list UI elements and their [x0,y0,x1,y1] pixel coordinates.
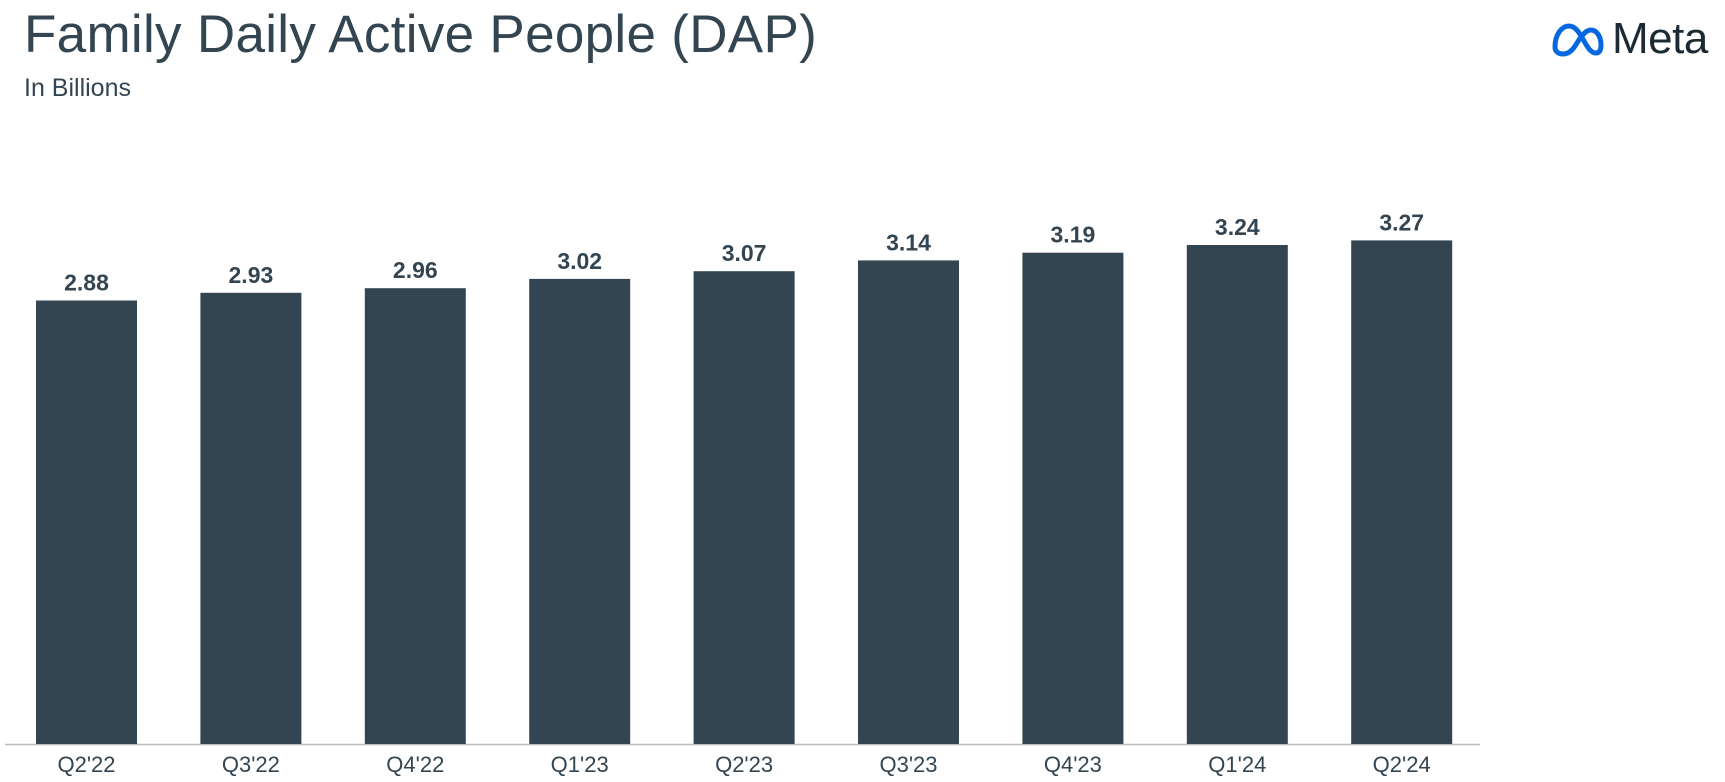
x-tick-label-7: Q1'24 [1208,752,1266,777]
x-tick-label-4: Q2'23 [715,752,773,777]
bar-7 [1186,245,1288,744]
bar-0 [36,300,137,744]
x-tick-label-5: Q3'23 [879,752,937,777]
meta-wordmark: Meta [1612,14,1708,63]
bar-4 [693,271,795,744]
x-tick-label-0: Q2'22 [57,752,115,777]
x-tick-label-1: Q3'22 [222,752,280,777]
x-tick-label-3: Q1'23 [551,752,609,777]
bar-2 [364,288,466,744]
data-label-2: 2.96 [393,257,438,283]
data-label-7: 3.24 [1215,214,1260,240]
data-label-6: 3.19 [1051,222,1096,248]
bar-1 [200,292,302,744]
bar-6 [1022,252,1124,744]
data-label-4: 3.07 [722,240,767,266]
data-label-3: 3.02 [557,248,602,274]
x-tick-label-6: Q4'23 [1044,752,1102,777]
data-label-1: 2.93 [229,262,274,288]
data-label-8: 3.27 [1379,209,1424,235]
bar-3 [529,278,631,744]
x-tick-label-2: Q4'22 [386,752,444,777]
bar-5 [858,260,959,744]
meta-logo: Meta [1549,14,1725,66]
meta-infinity-logo-icon [1552,23,1604,57]
chart-title: Family Daily Active People (DAP) [24,5,818,64]
bar-8 [1351,240,1453,744]
data-label-0: 2.88 [64,270,109,296]
x-tick-label-8: Q2'24 [1373,752,1431,777]
data-label-5: 3.14 [886,229,931,255]
chart-subtitle: In Billions [24,74,131,102]
